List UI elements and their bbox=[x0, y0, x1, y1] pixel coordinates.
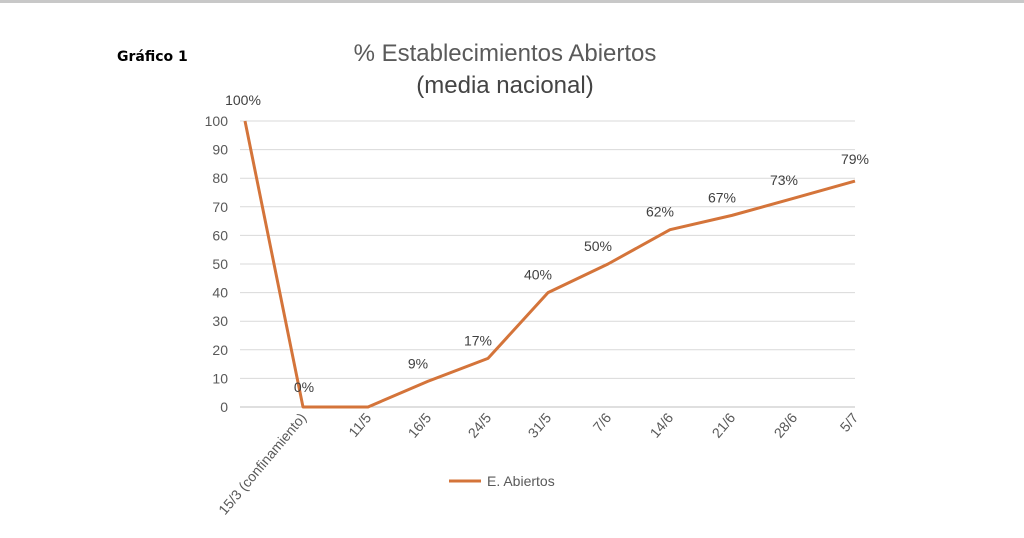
data-label: 0% bbox=[294, 379, 314, 395]
chart-title: % Establecimientos Abiertos bbox=[353, 40, 657, 67]
top-border bbox=[0, 0, 1024, 3]
y-tick-label: 20 bbox=[212, 342, 228, 358]
y-tick-label: 60 bbox=[212, 227, 228, 243]
y-tick-label: 90 bbox=[212, 142, 228, 158]
data-label: 17% bbox=[464, 332, 492, 348]
x-tick-label: 5/7 bbox=[837, 409, 862, 434]
y-tick-label: 10 bbox=[212, 370, 228, 386]
x-tick-label: 11/5 bbox=[345, 409, 374, 440]
figure-label: Gráfico 1 bbox=[117, 49, 188, 65]
x-tick-label: 15/3 (confinamiento) bbox=[215, 410, 309, 518]
y-tick-label: 30 bbox=[212, 313, 228, 329]
data-label: 40% bbox=[524, 267, 552, 283]
y-tick-label: 70 bbox=[212, 199, 228, 215]
legend-label: E. Abiertos bbox=[487, 473, 555, 489]
x-tick-label: 16/5 bbox=[405, 409, 435, 440]
x-tick-label: 24/5 bbox=[465, 409, 495, 440]
x-tick-label: 28/6 bbox=[771, 409, 801, 440]
data-label: 62% bbox=[646, 204, 674, 220]
data-label: 100% bbox=[225, 92, 261, 108]
x-tick-label: 31/5 bbox=[525, 409, 555, 440]
y-tick-label: 50 bbox=[212, 256, 228, 272]
y-tick-label: 100 bbox=[205, 113, 229, 129]
data-label: 73% bbox=[770, 172, 798, 188]
chart-subtitle: (media nacional) bbox=[416, 72, 594, 99]
data-label: 67% bbox=[708, 189, 736, 205]
y-tick-label: 0 bbox=[220, 399, 228, 415]
x-tick-label: 14/6 bbox=[647, 409, 677, 440]
series-line bbox=[243, 120, 856, 409]
y-tick-label: 40 bbox=[212, 285, 228, 301]
data-label: 9% bbox=[408, 355, 428, 371]
chart-title-block: % Establecimientos Abiertos (media nacio… bbox=[290, 38, 720, 102]
data-label: 79% bbox=[841, 151, 869, 167]
x-tick-label: 7/6 bbox=[590, 409, 615, 434]
x-tick-label: 21/6 bbox=[709, 409, 739, 440]
data-label: 50% bbox=[584, 238, 612, 254]
y-tick-label: 80 bbox=[212, 170, 228, 186]
